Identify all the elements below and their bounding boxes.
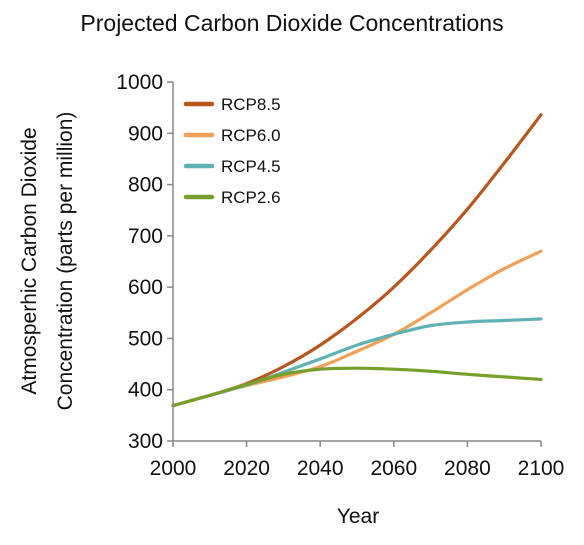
x-tick-label: 2080	[444, 457, 491, 480]
legend-label: RCP6.0	[221, 126, 281, 145]
y-axis-label-line-2: Concentration (parts per million)	[54, 112, 77, 411]
y-tick-label: 700	[128, 225, 163, 248]
y-tick-label: 400	[128, 379, 163, 402]
x-axis-label: Year	[337, 505, 379, 528]
series-line-rcp45	[171, 317, 543, 408]
y-tick-label: 800	[128, 174, 163, 197]
series-layer	[171, 113, 543, 408]
y-tick-label: 900	[128, 122, 163, 145]
x-tick-label: 2100	[518, 457, 565, 480]
legend-label: RCP2.6	[221, 188, 281, 207]
y-tick-label: 1000	[116, 71, 163, 94]
legend-label: RCP4.5	[221, 157, 281, 176]
x-tick-label: 2060	[370, 457, 417, 480]
series-line-rcp60	[171, 249, 543, 408]
x-tick-label: 2000	[150, 457, 197, 480]
tick-layer: 300 400 500 600 700 800 900 1000 2000 2020 2040 206…	[116, 71, 564, 480]
axes-layer	[172, 82, 541, 442]
legend-label: RCP8.5	[221, 95, 281, 114]
y-tick-label: 300	[128, 430, 163, 453]
x-tick-label: 2040	[297, 457, 344, 480]
x-tick-label: 2020	[223, 457, 270, 480]
y-tick-label: 600	[128, 276, 163, 299]
y-axis-label-line-1: Atmosperhic Carbon Dioxide	[18, 127, 41, 394]
chart-title: Projected Carbon Dioxide Concentrations	[80, 10, 504, 36]
series-line-rcp26	[171, 366, 543, 408]
legend: RCP8.5 RCP6.0 RCP4.5 RCP2.6	[183, 95, 281, 207]
y-tick-label: 500	[128, 327, 163, 350]
